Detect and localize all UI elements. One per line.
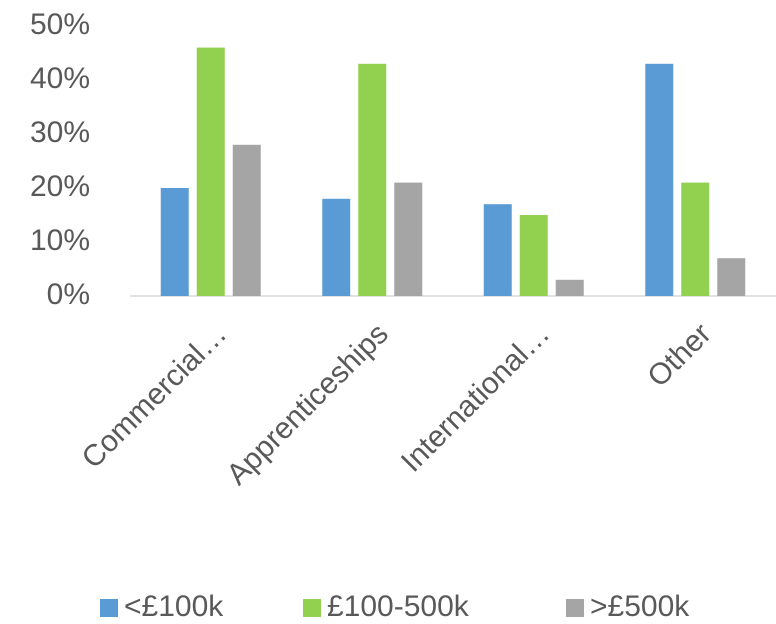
bar: [232, 144, 261, 296]
bar: [358, 63, 387, 296]
x-tick-label: Commercial…: [76, 317, 234, 475]
bar: [555, 279, 584, 296]
legend-swatch: [303, 599, 321, 617]
y-tick-label: 10%: [30, 224, 90, 257]
legend-label: >£500k: [590, 590, 690, 623]
y-tick-label: 40%: [30, 62, 90, 95]
x-tick-label: Apprenticeships: [221, 317, 395, 491]
bar: [196, 47, 225, 296]
bar: [322, 198, 351, 296]
y-tick-label: 0%: [47, 278, 90, 311]
y-tick-label: 50%: [30, 8, 90, 41]
x-tick-label: Other: [641, 317, 717, 393]
legend-swatch: [566, 599, 584, 617]
legend-label: <£100k: [124, 590, 224, 623]
legend-swatch: [100, 599, 118, 617]
x-tick-label: International…: [395, 317, 556, 478]
bar: [717, 258, 746, 296]
legend-label: £100-500k: [327, 590, 470, 623]
bar: [394, 182, 423, 296]
y-tick-label: 20%: [30, 170, 90, 203]
bar: [681, 182, 710, 296]
bar: [519, 215, 548, 296]
bar: [160, 188, 189, 296]
bar: [483, 204, 512, 296]
bar: [645, 63, 674, 296]
y-tick-label: 30%: [30, 116, 90, 149]
